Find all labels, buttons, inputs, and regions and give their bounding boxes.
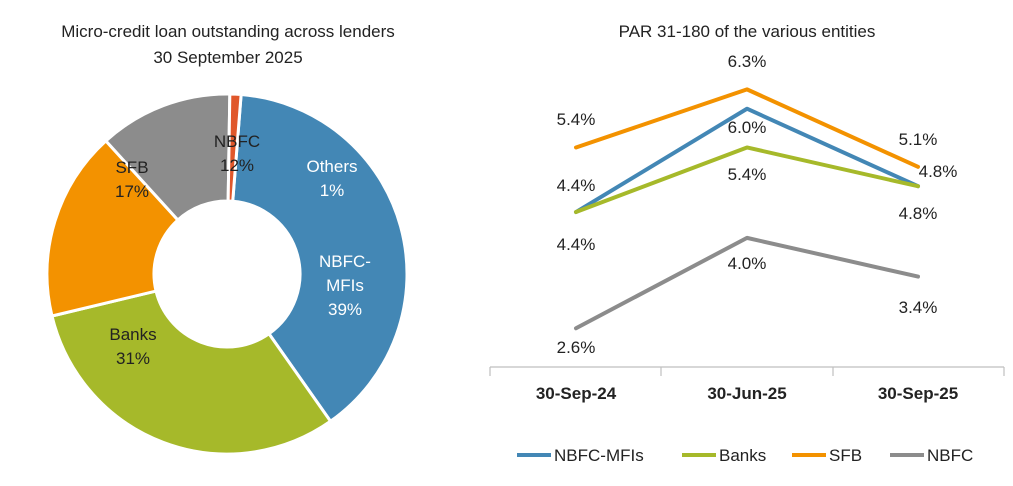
donut-slice-nbfc: [103, 92, 232, 223]
data-label-sfb-2: 5.1%: [899, 130, 938, 149]
legend-label-sfb: SFB: [829, 446, 862, 465]
x-tick-label-0: 30-Sep-24: [536, 384, 617, 403]
donut-chart: Micro-credit loan outstanding across len…: [45, 22, 409, 456]
donut-label-nbfc-0: NBFC: [214, 132, 260, 151]
donut-label-nbfc-mfis-0: NBFC-: [319, 252, 371, 271]
legend-label-nbfc-mfis: NBFC-MFIs: [554, 446, 644, 465]
donut-subtitle: 30 September 2025: [153, 48, 302, 67]
data-label-nbfc-mfis-1: 6.0%: [728, 118, 767, 137]
series-line-nbfc: [574, 235, 920, 331]
data-label-banks-0: 4.4%: [557, 235, 596, 254]
series-line-banks: [574, 145, 920, 215]
data-label-nbfc-0: 2.6%: [557, 338, 596, 357]
x-tick-label-2: 30-Sep-25: [878, 384, 958, 403]
series-line-sfb: [574, 87, 920, 169]
donut-title: Micro-credit loan outstanding across len…: [61, 22, 395, 41]
donut-label-sfb-0: SFB: [115, 158, 148, 177]
donut-label-banks-1: 31%: [116, 349, 150, 368]
data-label-banks-1: 5.4%: [728, 165, 767, 184]
donut-label-others-1: 1%: [320, 181, 345, 200]
donut-slice-nbfc-mfis: [231, 92, 409, 424]
donut-slice-banks: [50, 289, 333, 456]
donut-label-others-0: Others: [306, 157, 357, 176]
donut-label-nbfc-mfis-2: 39%: [328, 300, 362, 319]
donut-label-banks-0: Banks: [109, 325, 156, 344]
data-label-banks-2: 4.8%: [899, 204, 938, 223]
line-title: PAR 31-180 of the various entities: [619, 22, 876, 41]
series-line-nbfc-mfis: [574, 106, 920, 215]
x-tick-label-1: 30-Jun-25: [707, 384, 786, 403]
donut-label-nbfc-mfis-1: MFIs: [326, 276, 364, 295]
legend-label-nbfc: NBFC: [927, 446, 973, 465]
legend-label-banks: Banks: [719, 446, 766, 465]
donut-label-sfb-1: 17%: [115, 182, 149, 201]
data-label-nbfc-mfis-2: 4.8%: [919, 162, 958, 181]
donut-slice-others: [226, 92, 243, 203]
data-label-nbfc-1: 4.0%: [728, 254, 767, 273]
data-label-sfb-0: 5.4%: [557, 110, 596, 129]
data-label-nbfc-2: 3.4%: [899, 298, 938, 317]
line-chart: PAR 31-180 of the various entities 30-Se…: [489, 22, 1005, 465]
data-label-nbfc-mfis-0: 4.4%: [557, 176, 596, 195]
donut-label-nbfc-1: 12%: [220, 156, 254, 175]
data-label-sfb-1: 6.3%: [728, 52, 767, 71]
